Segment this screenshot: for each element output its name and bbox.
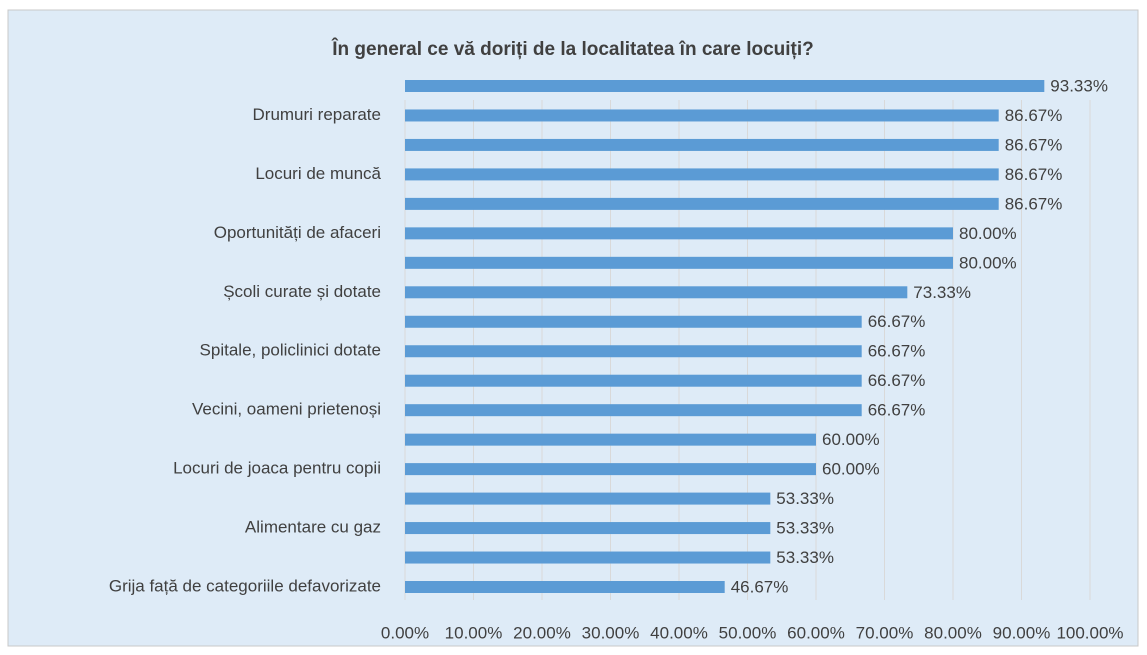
- y-tick-label: Drumuri reparate: [253, 105, 382, 124]
- x-tick-label: 90.00%: [993, 623, 1051, 642]
- bar: [405, 138, 999, 151]
- data-label: 60.00%: [822, 430, 880, 449]
- data-label: 53.33%: [776, 519, 834, 538]
- bar: [405, 197, 999, 210]
- bar: [405, 227, 953, 240]
- data-label: 53.33%: [776, 489, 834, 508]
- data-label: 80.00%: [959, 253, 1017, 272]
- y-tick-label: Locuri de muncă: [255, 164, 381, 183]
- y-tick-label: Alimentare cu gaz: [245, 518, 381, 537]
- y-tick-label: Spitale, policlinici dotate: [200, 341, 381, 360]
- bar: [405, 256, 953, 269]
- bar: [405, 168, 999, 181]
- x-tick-label: 80.00%: [924, 623, 982, 642]
- data-label: 66.67%: [868, 342, 926, 361]
- data-label: 66.67%: [868, 401, 926, 420]
- bar: [405, 463, 816, 476]
- data-label: 73.33%: [913, 283, 971, 302]
- y-tick-label: Oportunități de afaceri: [214, 223, 381, 242]
- data-label: 46.67%: [731, 577, 789, 596]
- x-tick-label: 30.00%: [582, 623, 640, 642]
- x-tick-label: 60.00%: [787, 623, 845, 642]
- bar: [405, 551, 771, 564]
- bar: [405, 581, 725, 593]
- data-label: 60.00%: [822, 460, 880, 479]
- x-tick-label: 40.00%: [650, 623, 708, 642]
- data-label: 86.67%: [1005, 194, 1063, 213]
- data-label: 86.67%: [1005, 135, 1063, 154]
- bar: [405, 374, 862, 387]
- y-tick-label: Școli curate și dotate: [223, 282, 381, 301]
- y-tick-label: Locuri de joaca pentru copii: [173, 459, 381, 478]
- data-label: 66.67%: [868, 371, 926, 390]
- bar: [405, 492, 771, 505]
- data-label: 86.67%: [1005, 165, 1063, 184]
- x-tick-label: 20.00%: [513, 623, 571, 642]
- y-tick-label: Grija față de categoriile defavorizate: [109, 576, 381, 595]
- x-tick-label: 70.00%: [856, 623, 914, 642]
- x-tick-label: 0.00%: [381, 623, 429, 642]
- y-tick-label: Vecini, oameni prietenoși: [192, 400, 381, 419]
- bar: [405, 315, 862, 328]
- x-tick-label: 10.00%: [445, 623, 503, 642]
- bar: [405, 345, 862, 358]
- data-label: 53.33%: [776, 548, 834, 567]
- data-label: 66.67%: [868, 312, 926, 331]
- bar: [405, 80, 1045, 92]
- bar: [405, 109, 999, 122]
- bar: [405, 433, 816, 446]
- chart-title: În general ce vă doriți de la localitate…: [331, 38, 814, 60]
- data-label: 86.67%: [1005, 106, 1063, 125]
- bar: [405, 286, 908, 299]
- x-tick-label: 50.00%: [719, 623, 777, 642]
- data-label: 93.33%: [1050, 76, 1108, 95]
- x-tick-label: 100.00%: [1056, 623, 1123, 642]
- chart-background: [7, 9, 1139, 647]
- bar: [405, 404, 862, 417]
- data-label: 80.00%: [959, 224, 1017, 243]
- bar: [405, 522, 771, 535]
